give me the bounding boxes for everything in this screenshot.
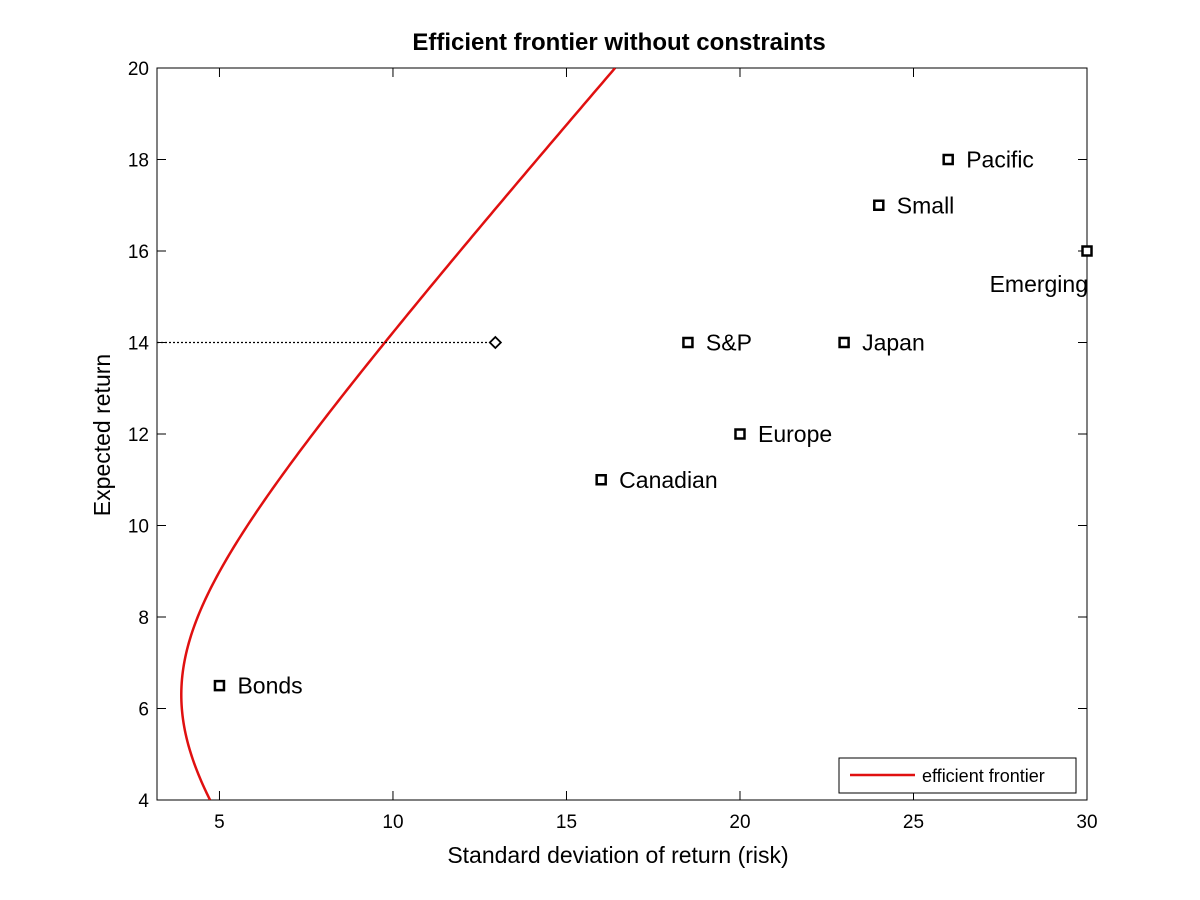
x-tick-label: 5 (214, 812, 225, 833)
legend: efficient frontier (838, 757, 1077, 794)
asset-point-s-p (682, 336, 694, 349)
y-tick-label: 10 (128, 517, 149, 538)
asset-label-s-p: S&P (706, 330, 752, 356)
asset-label-canadian: Canadian (619, 467, 717, 493)
asset-label-small: Small (897, 192, 955, 218)
y-tick-label: 12 (128, 425, 149, 446)
y-tick-label: 6 (138, 700, 149, 721)
legend-label-efficient-frontier: efficient frontier (922, 766, 1045, 786)
asset-label-japan: Japan (862, 330, 925, 356)
asset-point-canadian (595, 474, 607, 486)
x-tick-label: 20 (729, 812, 750, 833)
y-tick-label: 14 (128, 334, 150, 355)
y-tick-label: 16 (128, 242, 149, 263)
efficient-frontier-line (180, 68, 617, 800)
x-axis-title: Standard deviation of return (risk) (447, 842, 788, 868)
asset-point-japan (838, 336, 850, 349)
y-tick-label: 4 (138, 791, 149, 812)
asset-point-pacific (942, 153, 954, 166)
asset-label-emerging: Emerging (990, 271, 1088, 297)
asset-label-bonds: Bonds (237, 673, 302, 699)
y-axis-title: Expected return (89, 354, 115, 516)
asset-label-pacific: Pacific (966, 147, 1034, 173)
y-tick-label: 8 (138, 608, 149, 629)
y-tick-label: 20 (128, 59, 149, 80)
chart-title: Efficient frontier without constraints (412, 29, 825, 56)
x-tick-label: 30 (1076, 812, 1097, 833)
y-tick-label: 18 (128, 151, 149, 172)
asset-point-europe (734, 428, 746, 440)
plot-area: 5 10 15 20 25 30 4 6 8 10 12 14 16 18 20 Bonds Canadian E… (128, 59, 1098, 833)
asset-point-bonds (213, 679, 226, 692)
asset-point-emerging (1081, 245, 1093, 257)
asset-label-europe: Europe (758, 421, 832, 447)
x-tick-label: 10 (382, 812, 403, 833)
x-tick-label: 25 (903, 812, 924, 833)
asset-point-small (873, 199, 885, 211)
target-portfolio-marker (488, 335, 503, 350)
x-tick-label: 15 (556, 812, 577, 833)
